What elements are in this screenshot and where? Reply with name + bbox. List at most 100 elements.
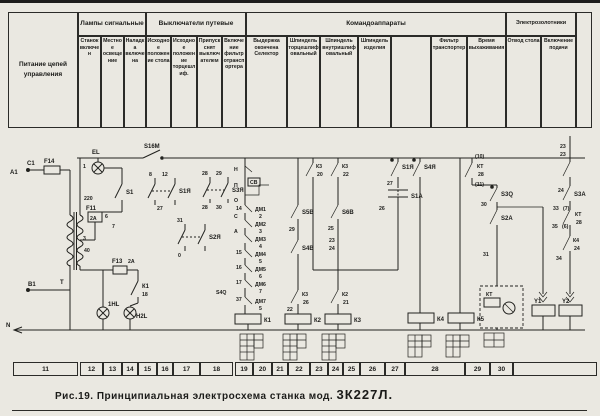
label-s4q: S4Q [216, 290, 226, 296]
ref-table-k3 [321, 333, 346, 361]
col-label: Выдержка окончена Селектор [253, 38, 280, 57]
label-k2-21-zone: 21 [343, 300, 349, 306]
zone-label: 16 [161, 365, 169, 373]
label-dm1-den: 2 [259, 214, 262, 220]
zone-label: 29 [473, 365, 482, 373]
switch-s16m [142, 149, 164, 160]
zone-18: 18 [200, 362, 233, 376]
label-y1: Y1 [534, 299, 542, 305]
label-dm3-den: 4 [259, 244, 262, 250]
zone-27: 27 [385, 362, 405, 376]
limit-switch-s1ya [147, 178, 176, 205]
right-column-chain [562, 136, 571, 294]
zone-label: 30 [497, 365, 506, 373]
col-filter-conveyor: Фильтр транспортер [431, 36, 467, 128]
s1a-branch [313, 158, 408, 271]
zone-19: 19 [235, 362, 253, 376]
col-label: Местное освещение [102, 38, 123, 64]
label-s1a: S1А [411, 194, 423, 200]
central-bus-k1-rung [234, 158, 269, 330]
wire-7: 7 [112, 224, 115, 230]
label-k2-coil: К2 [314, 318, 322, 324]
wire-22: 22 [287, 307, 293, 313]
ref-table-k2 [282, 333, 307, 361]
label-p6: (6) [562, 224, 569, 230]
col-table-retract: Отвод стола [506, 36, 541, 128]
k3-rung [324, 158, 352, 330]
wire-30a: 30 [216, 205, 222, 211]
label-s1: S1 [126, 190, 134, 196]
zone-label: 26 [368, 365, 377, 373]
scan-border [0, 0, 600, 3]
col-selector: Выдержка окончена Селектор [246, 36, 287, 128]
zone-label: 22 [295, 365, 303, 373]
label-f11-amp: 2А [90, 216, 97, 222]
label-kt-28: КТ [477, 164, 484, 170]
zone-label: 17 [182, 365, 191, 373]
label-220v: 220 [84, 196, 93, 202]
col-feed-on: Включение подачи [541, 36, 576, 128]
wire-23-bot: 23 [560, 152, 566, 158]
col-label: Станок включен [79, 38, 100, 57]
col-local-light: Местное освещение [101, 36, 124, 128]
label-f13-amp: 2А [128, 259, 135, 265]
label-s2a: S2А [501, 216, 513, 222]
col-label: Время выхаживания [468, 38, 505, 51]
power-input [26, 165, 71, 330]
label-f14: F14 [44, 159, 55, 165]
zone-30: 30 [490, 362, 513, 376]
solenoid-y2 [558, 291, 583, 330]
wire-28a: 28 [202, 171, 208, 177]
label-s3ya: S3Я [232, 188, 244, 194]
zone-blank [513, 362, 597, 376]
label-p10: (10) [475, 154, 484, 160]
kt-rung [464, 158, 524, 330]
col-label: Фильтр транспортер [432, 38, 466, 51]
label-s4y: S4Я [424, 165, 436, 171]
label-dm4-den: 5 [259, 259, 262, 265]
label-kt-28b-zone: 28 [576, 220, 582, 226]
col-label: Шпиндель внутришлифовальный [322, 38, 356, 57]
wire-6: 6 [105, 214, 108, 220]
col-internal-grind-spindle: Шпиндель внутришлифовальный [320, 36, 358, 128]
zone-16: 16 [157, 362, 173, 376]
k4-rung [407, 158, 435, 330]
label-dm6-den: 7 [259, 289, 262, 295]
caption-model: 3К227Л. [336, 387, 394, 402]
col-work-spindle: Шпиндель изделия [358, 36, 391, 128]
zone-15: 15 [138, 362, 157, 376]
wire-letter-a: А [234, 229, 238, 235]
col-label: Исходное положение стола [147, 38, 170, 64]
col-label: Шпиндель изделия [360, 38, 389, 51]
col-empty [391, 36, 431, 128]
label-s3a: S3А [574, 192, 586, 198]
ref-table-k5 [445, 334, 470, 358]
wire-31a: 31 [177, 218, 183, 224]
zone-label: 27 [391, 365, 399, 373]
contact-reference-tables [239, 332, 505, 361]
col-table-home: Исходное положение стола [146, 36, 171, 128]
wire-37: 37 [236, 297, 242, 303]
wire-1: 1 [83, 164, 86, 170]
wire-letter-o: О [234, 198, 238, 204]
zone-13: 13 [103, 362, 122, 376]
zone-12: 12 [80, 362, 103, 376]
bus-lines [12, 157, 585, 334]
label-dm6: ДМ6 [255, 282, 266, 288]
wire-letter-n: Н [234, 167, 238, 173]
wire-23-top: 23 [560, 144, 566, 150]
label-s1ya: S1Я [179, 189, 191, 195]
label-p11: (11) [475, 182, 484, 188]
label-dm5-den: 6 [259, 274, 262, 280]
label-dm2-den: 3 [259, 229, 262, 235]
group-lamps-label: Лампы сигнальные [80, 19, 144, 27]
col-label: Шпиндель торцешлифовальный [288, 38, 319, 57]
wire-24: 24 [329, 246, 335, 252]
zone-23: 23 [310, 362, 328, 376]
zone-label: 13 [108, 365, 117, 373]
zone-11: 11 [13, 362, 78, 376]
group-solenoids-label: Электрозолотники [515, 20, 567, 27]
label-k3-20: К3 [316, 164, 322, 170]
col-machine-on: Станок включен [78, 36, 101, 128]
